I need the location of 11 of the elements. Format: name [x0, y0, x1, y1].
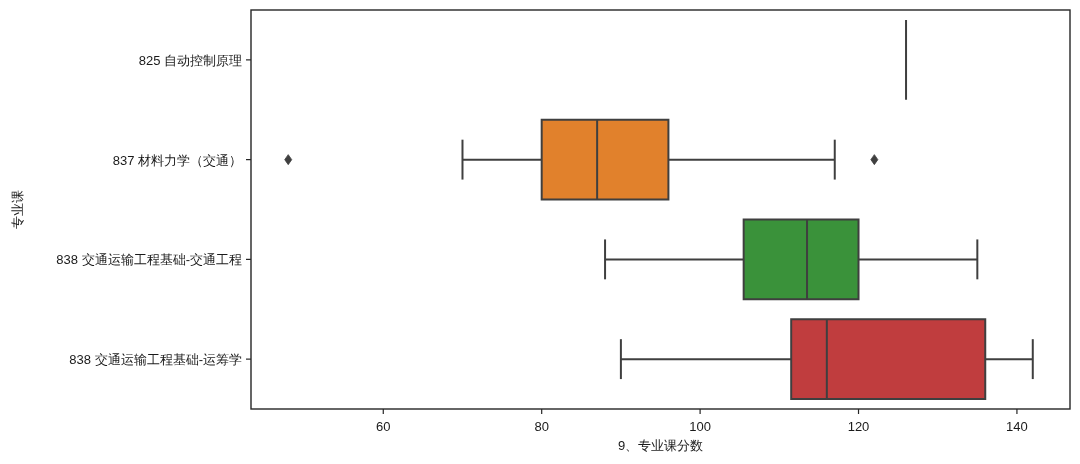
category-label: 837 材料力学（交通）: [112, 152, 242, 168]
category-label: 838 交通运输工程基础-交通工程: [56, 252, 242, 268]
x-tick-label: 80: [534, 419, 549, 434]
x-axis-title: 9、专业课分数: [617, 438, 704, 453]
category-label: 838 交通运输工程基础-运筹学: [69, 352, 242, 368]
y-axis-title: 专业课: [10, 190, 25, 229]
category-label: 825 自动控制原理: [138, 52, 242, 68]
x-tick-label: 120: [847, 419, 870, 434]
x-tick-label: 100: [689, 419, 711, 434]
x-tick-label: 140: [1006, 419, 1028, 434]
x-tick-label: 60: [376, 419, 391, 434]
